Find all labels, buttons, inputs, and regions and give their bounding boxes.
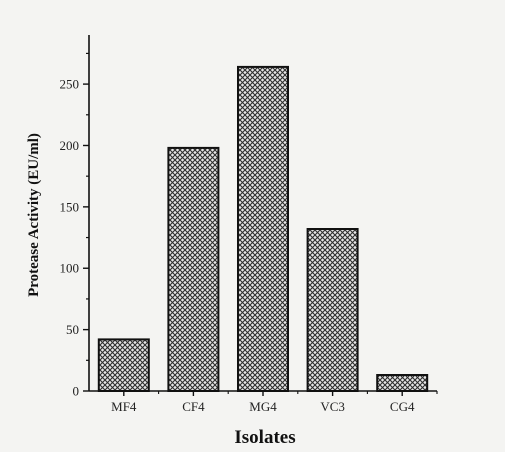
y-tick-label: 150 bbox=[60, 199, 80, 214]
y-tick-label: 100 bbox=[60, 261, 80, 276]
bar-cg4 bbox=[376, 374, 429, 392]
y-tick-label: 50 bbox=[66, 322, 79, 337]
y-axis-title: Protease Activity (EU/ml) bbox=[26, 133, 42, 297]
ticks-group: 0 50 100 150 200 250 MF4 CF4 MG4 VC3 CG4 bbox=[60, 52, 438, 414]
bar-mf4 bbox=[97, 338, 150, 392]
bars-group bbox=[97, 65, 429, 393]
y-tick-label: 200 bbox=[60, 138, 80, 153]
x-tick-label: VC3 bbox=[320, 399, 345, 414]
x-tick-label: CG4 bbox=[390, 399, 415, 414]
bar-mg4 bbox=[237, 65, 289, 393]
x-tick-label: MF4 bbox=[111, 399, 137, 414]
y-tick-label: 0 bbox=[73, 384, 80, 399]
y-tick-label: 250 bbox=[60, 77, 80, 92]
x-axis-title: Isolates bbox=[234, 427, 295, 448]
x-tick-label: MG4 bbox=[249, 399, 277, 414]
x-tick-label: CF4 bbox=[182, 399, 205, 414]
bar-cf4 bbox=[167, 146, 220, 392]
bar-vc3 bbox=[306, 228, 359, 392]
